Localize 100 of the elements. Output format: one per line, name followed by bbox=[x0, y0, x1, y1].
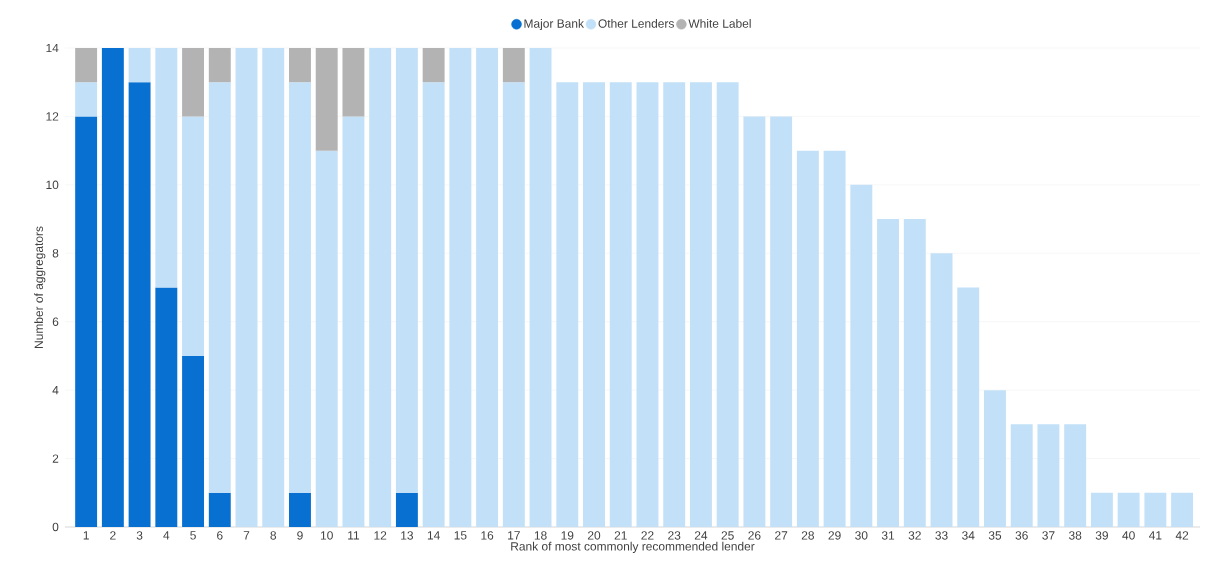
bar bbox=[155, 47, 178, 288]
y-tick-label: 8 bbox=[52, 249, 59, 258]
bar bbox=[1064, 424, 1087, 527]
x-tick-label: 4 bbox=[163, 531, 170, 540]
bar bbox=[75, 116, 98, 527]
bar bbox=[796, 150, 819, 527]
x-tick-label: 15 bbox=[454, 531, 467, 540]
x-tick-label: 30 bbox=[855, 531, 868, 540]
bar bbox=[208, 47, 231, 83]
bar bbox=[289, 47, 311, 83]
x-tick-label: 38 bbox=[1068, 531, 1082, 540]
x-tick-label: 23 bbox=[668, 531, 681, 540]
bar bbox=[502, 82, 525, 527]
bar bbox=[1037, 424, 1060, 527]
y-tick-label: 0 bbox=[52, 522, 59, 532]
x-tick-label: 35 bbox=[988, 531, 1002, 540]
bar bbox=[743, 116, 766, 527]
y-tick-label: 4 bbox=[52, 386, 59, 395]
x-tick-label: 31 bbox=[881, 531, 895, 540]
x-tick-label: 37 bbox=[1042, 531, 1055, 540]
y-tick-label: 2 bbox=[52, 454, 59, 463]
x-axis-title: Rank of most commonly recommended lender bbox=[511, 541, 755, 553]
bar bbox=[182, 355, 205, 527]
legend-label: Major Bank bbox=[524, 18, 584, 31]
bar bbox=[529, 47, 552, 527]
bar bbox=[1144, 492, 1167, 527]
x-tick-label: 41 bbox=[1149, 531, 1162, 540]
bar bbox=[1010, 424, 1033, 527]
bar bbox=[128, 47, 151, 83]
y-tick-label: 10 bbox=[46, 180, 59, 190]
x-tick-label: 1 bbox=[83, 531, 89, 540]
x-tick-label: 21 bbox=[614, 531, 627, 540]
x-tick-label: 19 bbox=[561, 531, 574, 540]
bar bbox=[235, 47, 258, 527]
x-tick-label: 3 bbox=[136, 531, 143, 540]
bar bbox=[636, 82, 659, 527]
bar bbox=[75, 47, 98, 83]
y-tick-label: 12 bbox=[46, 112, 59, 121]
x-tick-label: 25 bbox=[721, 531, 734, 540]
x-tick-label: 8 bbox=[270, 531, 277, 540]
x-tick-label: 18 bbox=[534, 531, 547, 540]
bar bbox=[395, 492, 418, 527]
bar bbox=[556, 82, 579, 527]
x-tick-label: 5 bbox=[190, 531, 196, 540]
bar bbox=[689, 82, 712, 527]
bar bbox=[422, 47, 445, 83]
bar bbox=[289, 492, 311, 527]
x-tick-label: 6 bbox=[217, 531, 223, 540]
bar bbox=[984, 390, 1006, 527]
x-tick-label: 26 bbox=[748, 531, 761, 540]
x-tick-label: 20 bbox=[587, 531, 601, 540]
bar bbox=[101, 47, 124, 527]
x-tick-label: 9 bbox=[297, 531, 303, 540]
x-tick-label: 22 bbox=[641, 531, 654, 540]
bar bbox=[930, 253, 953, 527]
x-tick-label: 29 bbox=[828, 531, 841, 540]
bar bbox=[502, 47, 525, 83]
bar bbox=[369, 47, 392, 527]
bar bbox=[823, 150, 846, 527]
bar bbox=[422, 82, 445, 527]
x-tick-label: 36 bbox=[1015, 531, 1028, 540]
bar bbox=[208, 492, 231, 527]
bar bbox=[583, 82, 605, 527]
y-tick-label: 6 bbox=[52, 317, 59, 326]
bar bbox=[182, 47, 205, 117]
x-tick-label: 7 bbox=[243, 531, 250, 540]
bar bbox=[289, 82, 311, 493]
bar bbox=[315, 47, 338, 151]
legend-label: Other Lenders bbox=[598, 18, 674, 28]
x-tick-label: 27 bbox=[775, 531, 788, 540]
bar bbox=[342, 47, 365, 117]
x-tick-label: 24 bbox=[694, 531, 708, 540]
x-tick-label: 13 bbox=[401, 531, 414, 540]
x-tick-label: 40 bbox=[1122, 531, 1135, 540]
x-tick-label: 32 bbox=[908, 531, 921, 540]
x-tick-label: 14 bbox=[427, 531, 440, 540]
bar bbox=[208, 82, 231, 493]
bar bbox=[75, 82, 98, 117]
bar bbox=[395, 47, 418, 493]
bar bbox=[609, 82, 632, 527]
bar bbox=[903, 219, 926, 527]
bar bbox=[476, 47, 499, 527]
bar bbox=[182, 116, 205, 356]
x-tick-label: 33 bbox=[935, 531, 948, 540]
x-tick-label: 17 bbox=[508, 531, 520, 540]
bar bbox=[155, 287, 178, 527]
bar bbox=[315, 150, 338, 527]
legend-label: White Label bbox=[688, 18, 751, 28]
bar bbox=[957, 287, 980, 527]
bar bbox=[128, 82, 151, 527]
bar bbox=[1117, 492, 1140, 527]
x-tick-label: 11 bbox=[348, 531, 360, 540]
bar bbox=[770, 116, 793, 527]
bar bbox=[850, 184, 873, 527]
x-tick-label: 39 bbox=[1095, 531, 1108, 540]
x-tick-label: 16 bbox=[481, 531, 494, 540]
x-tick-label: 28 bbox=[801, 531, 814, 540]
bar bbox=[877, 219, 900, 527]
x-tick-label: 2 bbox=[110, 531, 116, 540]
bar bbox=[663, 82, 686, 527]
